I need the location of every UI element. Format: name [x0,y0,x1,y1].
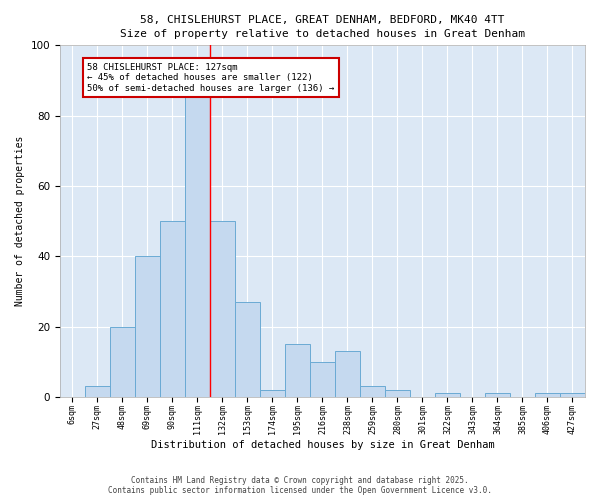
Bar [210,221,235,397]
Bar [85,386,110,397]
Text: Contains HM Land Registry data © Crown copyright and database right 2025.
Contai: Contains HM Land Registry data © Crown c… [108,476,492,495]
Bar [285,344,310,397]
Title: 58, CHISLEHURST PLACE, GREAT DENHAM, BEDFORD, MK40 4TT
Size of property relative: 58, CHISLEHURST PLACE, GREAT DENHAM, BED… [120,15,525,39]
Bar [110,326,135,397]
Bar [385,390,410,397]
Bar [260,390,285,397]
X-axis label: Distribution of detached houses by size in Great Denham: Distribution of detached houses by size … [151,440,494,450]
Text: 58 CHISLEHURST PLACE: 127sqm
← 45% of detached houses are smaller (122)
50% of s: 58 CHISLEHURST PLACE: 127sqm ← 45% of de… [88,63,335,92]
Bar [435,394,460,397]
Bar [160,221,185,397]
Bar [485,394,510,397]
Bar [535,394,560,397]
Bar [135,256,160,397]
Bar [310,362,335,397]
Bar [335,351,360,397]
Y-axis label: Number of detached properties: Number of detached properties [15,136,25,306]
Bar [235,302,260,397]
Bar [360,386,385,397]
Bar [560,394,585,397]
Bar [185,88,210,397]
